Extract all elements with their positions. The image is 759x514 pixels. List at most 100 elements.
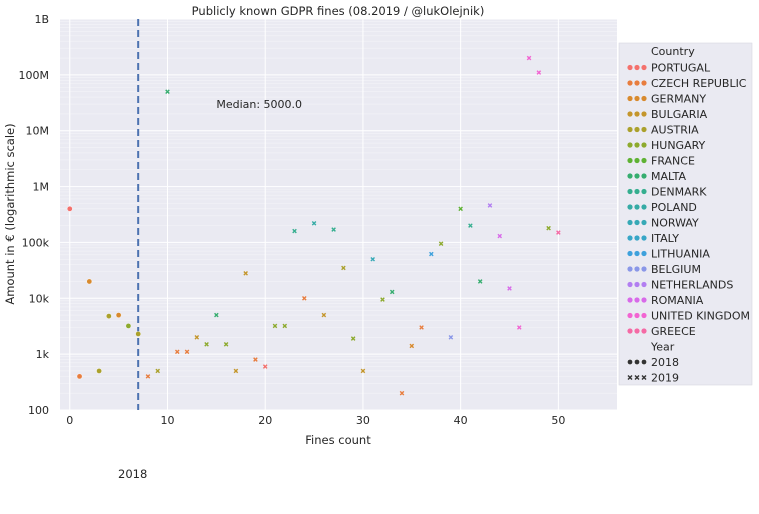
legend-item-label: BULGARIA	[651, 108, 708, 121]
data-point-stroke	[526, 55, 532, 61]
data-point	[155, 368, 161, 374]
legend-year-marker	[627, 375, 633, 380]
data-point	[380, 297, 385, 302]
plot-area: 0 10 20 30 40 50 100 1k 10k 100k 1M 10M 100M 1B Median…	[19, 13, 617, 427]
data-point-stroke	[458, 206, 463, 212]
plot-background	[60, 19, 617, 410]
data-point-stroke	[184, 349, 190, 355]
data-point	[331, 227, 336, 232]
data-point-stroke	[292, 228, 297, 234]
legend-swatch	[634, 204, 640, 210]
legend-swatch	[634, 297, 640, 303]
data-point	[165, 89, 170, 94]
legend-box	[618, 42, 753, 386]
y-tick-label: 10k	[29, 292, 50, 305]
legend-item-label: MALTA	[651, 170, 686, 183]
legend-year-marker-stroke	[634, 375, 640, 380]
legend-swatch	[627, 188, 633, 195]
data-point	[429, 251, 434, 257]
x-tick-label: 40	[454, 414, 468, 427]
data-point-stroke	[409, 343, 415, 349]
data-point-stroke	[438, 241, 444, 246]
legend-year-marker	[634, 375, 640, 380]
data-point	[292, 228, 297, 234]
legend-swatch	[641, 95, 647, 102]
y-axis-label: Amount in € (logarithmic scale)	[3, 123, 17, 304]
legend-swatch	[627, 235, 633, 241]
legend-swatch	[634, 250, 640, 257]
data-point	[448, 335, 454, 340]
legend-swatch	[634, 126, 640, 133]
legend-item-label: NETHERLANDS	[651, 279, 733, 292]
data-point	[66, 205, 73, 212]
data-point	[536, 70, 542, 75]
data-point-stroke	[370, 256, 375, 262]
data-point	[243, 271, 248, 276]
legend-swatch	[634, 312, 640, 319]
legend-swatch	[641, 173, 647, 179]
data-point	[86, 278, 93, 285]
legend-swatch	[627, 173, 633, 179]
data-point-stroke	[204, 342, 209, 347]
legend-swatch	[641, 80, 647, 86]
median-annotation: Median: 5000.0	[216, 98, 302, 111]
y-tick-label: 100M	[19, 69, 50, 82]
legend-year-marker	[641, 359, 647, 365]
x-tick-label: 10	[160, 414, 174, 427]
data-point	[389, 289, 395, 295]
legend-item-label: ITALY	[651, 232, 679, 245]
data-point	[76, 373, 83, 380]
y-tick-label: 1B	[34, 13, 49, 26]
legend-swatch	[634, 328, 640, 334]
legend-year-marker-stroke	[641, 375, 647, 380]
data-point	[526, 55, 532, 61]
data-point	[341, 265, 346, 271]
legend-item-label: UNITED KINGDOM	[651, 310, 750, 323]
y-tick-label: 1k	[36, 348, 50, 361]
data-point	[487, 203, 493, 208]
legend-swatch	[641, 250, 647, 257]
legend-swatch	[641, 219, 647, 226]
legend-item-label: ROMANIA	[651, 294, 704, 307]
data-point	[223, 342, 229, 347]
data-point-stroke	[165, 89, 170, 94]
data-point-stroke	[272, 323, 278, 329]
legend-swatch	[641, 328, 647, 334]
data-point	[233, 368, 239, 374]
legend-swatch	[641, 142, 647, 148]
data-point	[302, 295, 307, 301]
legend-swatch	[627, 328, 633, 334]
data-point	[135, 331, 141, 337]
legend-swatch	[634, 266, 640, 272]
data-point-stroke	[223, 342, 229, 347]
data-point-stroke	[536, 70, 542, 75]
data-point	[409, 343, 415, 349]
data-point	[497, 233, 503, 239]
y-tick-label: 100	[28, 404, 49, 417]
data-point-stroke	[497, 233, 503, 239]
legend-swatch	[641, 64, 647, 71]
legend-swatch	[634, 111, 640, 117]
data-point	[253, 357, 258, 362]
legend-swatch	[641, 111, 647, 117]
data-point-stroke	[516, 325, 522, 330]
data-point-stroke	[194, 335, 200, 340]
data-point	[174, 349, 180, 355]
legend: Country PORTUGAL CZECH REPUBLIC GERMANY BULG…	[618, 42, 753, 386]
legend-swatch	[634, 157, 640, 164]
legend-year-marker	[634, 359, 640, 365]
legend-year-label: 2018	[651, 356, 679, 369]
data-point-stroke	[448, 335, 454, 340]
data-point-stroke	[556, 230, 561, 235]
legend-swatch	[627, 126, 633, 133]
data-point-stroke	[399, 390, 405, 396]
legend-swatch	[641, 204, 647, 210]
data-point	[438, 241, 444, 246]
legend-swatch	[634, 173, 640, 179]
legend-year-label: 2019	[651, 372, 679, 385]
legend-swatch	[627, 219, 633, 226]
data-point	[546, 225, 551, 231]
data-point	[321, 312, 327, 318]
data-point-stroke	[546, 225, 551, 231]
legend-swatch	[627, 312, 633, 319]
